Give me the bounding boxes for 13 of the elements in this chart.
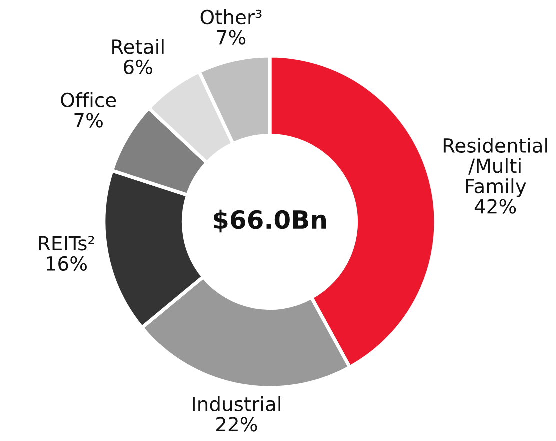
data-label: 7% xyxy=(74,113,103,128)
slice-label: Retail xyxy=(112,39,164,54)
data-label: 16% xyxy=(46,256,87,272)
slice-label: REITs² xyxy=(39,236,94,251)
slice-label: Industrial xyxy=(193,396,280,412)
slice-label: Office xyxy=(61,92,116,108)
text: $66.0Bn xyxy=(214,210,326,233)
data-label: 7% xyxy=(217,30,246,45)
data-label: 42% xyxy=(474,199,516,214)
data-label: 22% xyxy=(216,417,258,432)
data-label: 6% xyxy=(124,60,152,75)
slice-label: Other³ xyxy=(200,10,262,25)
slice-label: Residential /Multi Family xyxy=(444,138,548,198)
